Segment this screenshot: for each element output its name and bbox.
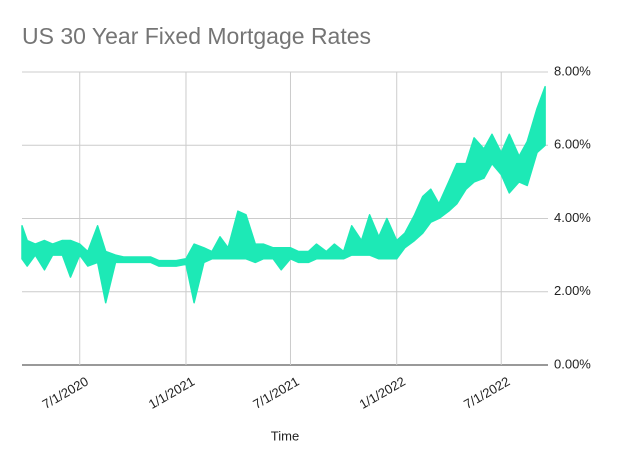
x-tick-label: 1/1/2022	[357, 374, 408, 412]
x-tick-label: 1/1/2021	[146, 374, 197, 412]
y-tick-label: 0.00%	[554, 356, 591, 371]
x-axis-title: Time	[271, 428, 299, 443]
x-tick-label: 7/1/2022	[461, 374, 512, 412]
y-tick-label: 6.00%	[554, 137, 591, 152]
chart-title: US 30 Year Fixed Mortgage Rates	[22, 23, 371, 49]
y-tick-label: 2.00%	[554, 283, 591, 298]
x-tick-label: 7/1/2021	[250, 374, 301, 412]
rate-band	[21, 85, 546, 304]
y-tick-label: 4.00%	[554, 210, 591, 225]
y-tick-label: 8.00%	[554, 63, 591, 78]
x-tick-label: 7/1/2020	[40, 374, 91, 412]
